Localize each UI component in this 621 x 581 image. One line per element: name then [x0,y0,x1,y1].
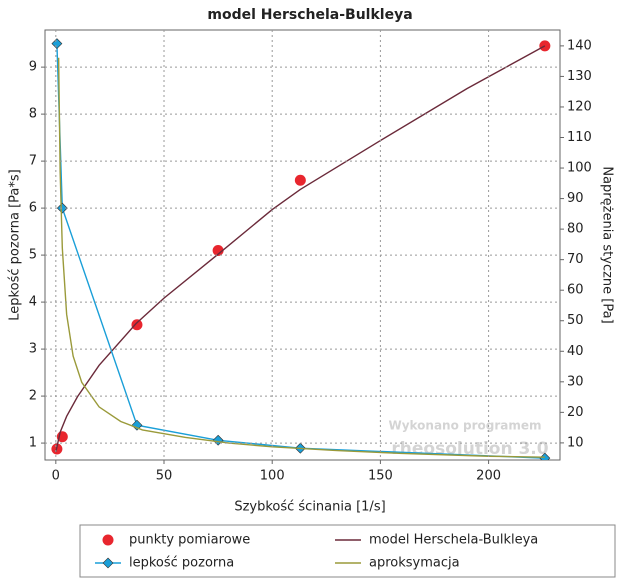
y-tick-label: 5 [29,248,37,263]
y-axis-label: Lepkość pozorna [Pa*s] [8,169,23,320]
y-tick-label: 2 [29,389,37,404]
y2-tick-label: 140 [567,38,592,53]
y-tick-label: 1 [29,436,37,451]
watermark: Wykonano programem [388,419,541,433]
x-axis-label: Szybkość ścinania [1/s] [234,500,385,515]
x-tick-label: 200 [476,469,501,484]
chart-title: model Herschela-Bulkleya [207,7,412,23]
y2-tick-label: 80 [567,222,584,237]
y2-tick-label: 60 [567,283,584,298]
y2-tick-label: 30 [567,374,584,389]
legend-label: aproksymacja [369,556,460,571]
legend-label: model Herschela-Bulkleya [369,533,538,548]
legend-label: lepkość pozorna [129,556,234,571]
marker [102,557,114,569]
series-line [56,43,545,459]
y2-tick-label: 120 [567,99,592,114]
plot-area [51,38,551,460]
y2-axis-label: Naprężenia styczne [Pa] [600,166,615,323]
marker [56,202,68,214]
y2-tick-label: 40 [567,344,584,359]
y-tick-label: 6 [29,201,37,216]
x-tick-label: 0 [52,469,60,484]
legend-label: punkty pomiarowe [129,533,250,548]
marker [212,434,224,446]
y2-tick-label: 20 [567,405,584,420]
marker [131,419,143,431]
marker [51,38,63,50]
marker [131,319,143,331]
y2-tick-label: 110 [567,130,592,145]
y-tick-label: 4 [29,295,37,310]
y2-tick-label: 130 [567,69,592,84]
x-tick-label: 100 [260,469,285,484]
y2-tick-label: 50 [567,313,584,328]
x-tick-label: 50 [156,469,173,484]
legend-box [79,524,616,578]
series-line [55,45,546,453]
y2-tick-label: 100 [567,161,592,176]
series-line [57,57,545,458]
marker [294,174,306,186]
y-tick-label: 3 [29,342,37,357]
y-tick-label: 8 [29,107,37,122]
y2-tick-label: 10 [567,435,584,450]
y2-tick-label: 70 [567,252,584,267]
y-tick-label: 9 [29,60,37,75]
y-tick-label: 7 [29,154,37,169]
x-tick-label: 150 [368,469,393,484]
y2-tick-label: 90 [567,191,584,206]
plot-frame [44,29,561,461]
marker [102,534,114,546]
marker [212,244,224,256]
